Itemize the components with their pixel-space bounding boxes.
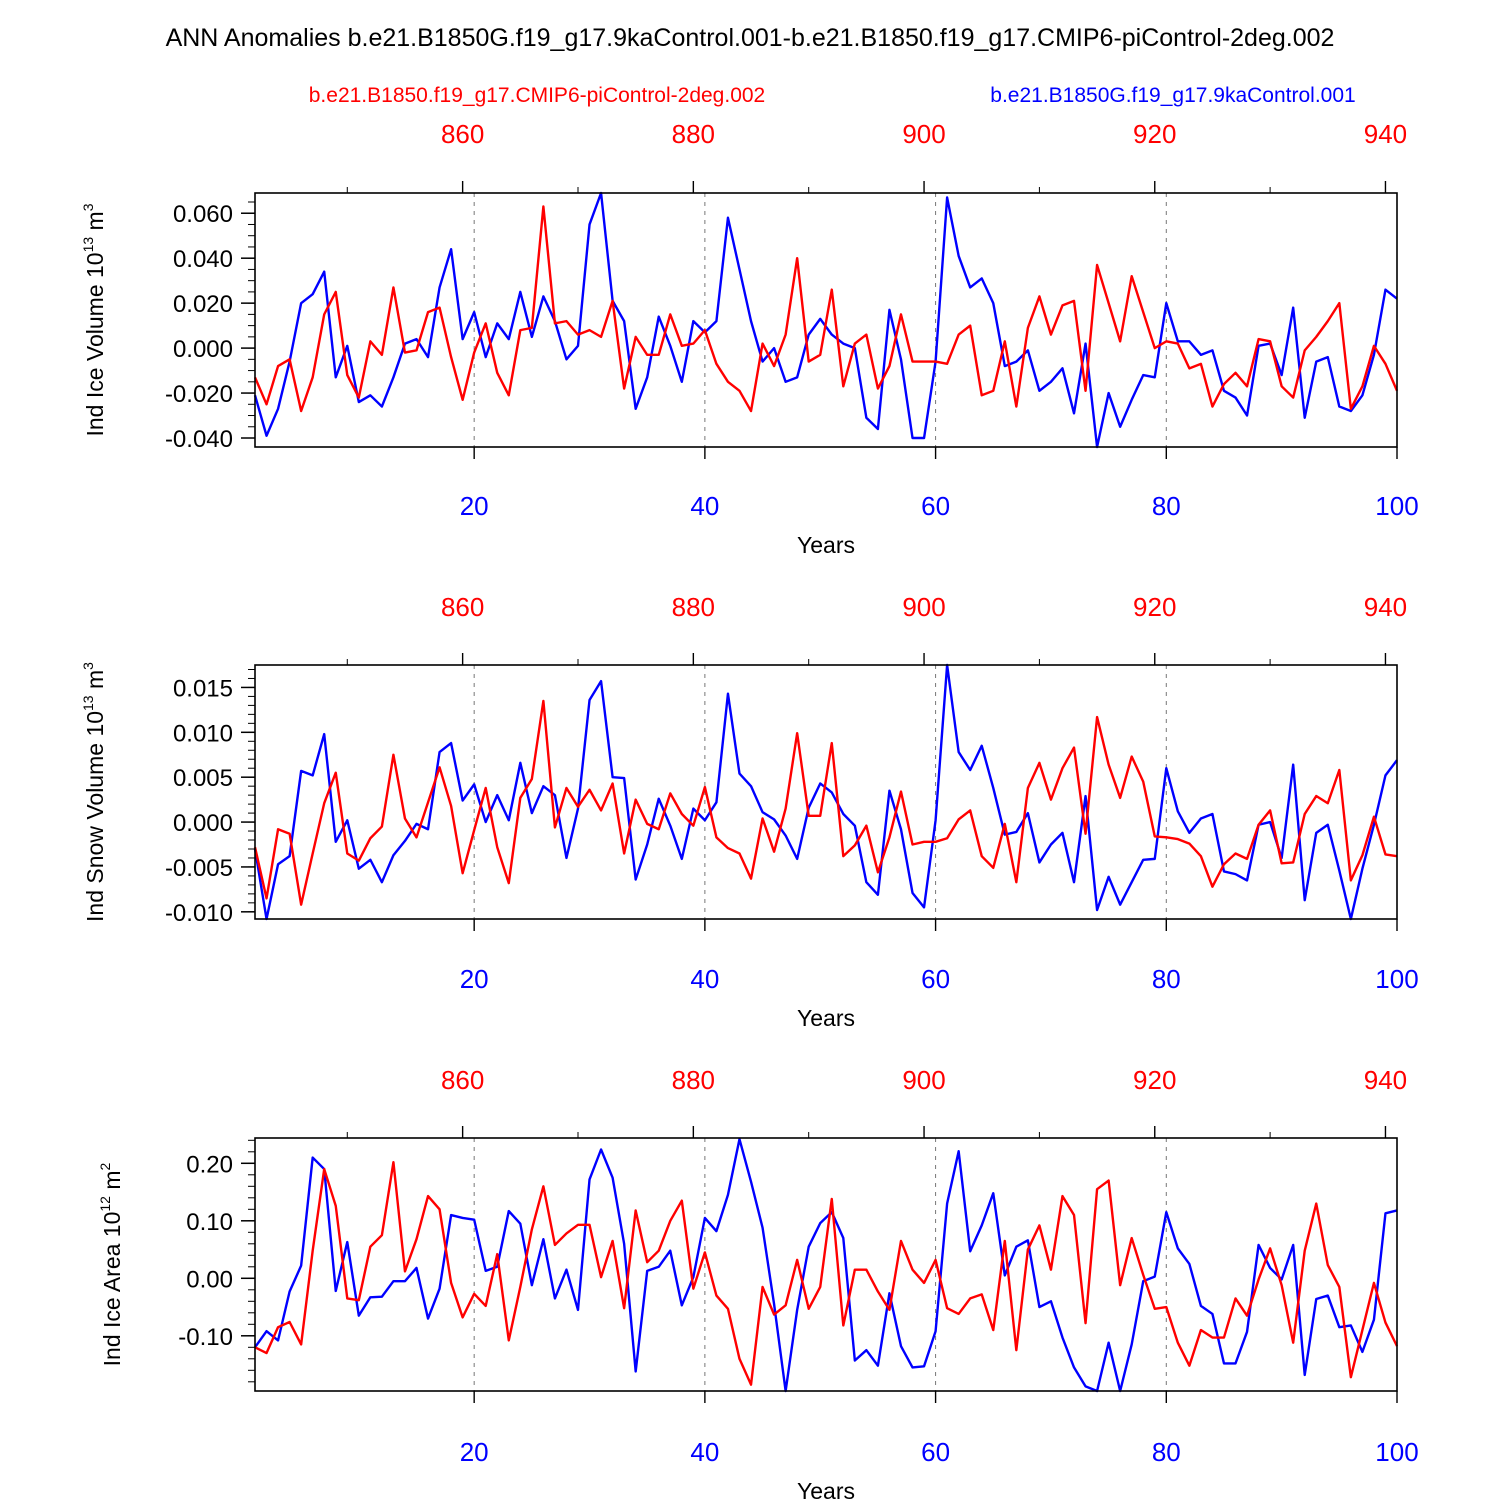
y-axis-label-part: m — [82, 211, 108, 237]
y-axis-label-part: Ind Ice Area 10 — [99, 1212, 125, 1367]
x-tick-label-bottom: 60 — [921, 964, 950, 994]
x-tick-label-bottom: 20 — [460, 491, 489, 521]
y-axis-label-part: 12 — [97, 1196, 113, 1212]
x-tick-label-bottom: 100 — [1375, 491, 1418, 521]
series-line-blue — [253, 663, 1398, 921]
x-axis-label: Years — [797, 1005, 855, 1031]
figure-title: ANN Anomalies b.e21.B1850G.f19_g17.9kaCo… — [166, 24, 1335, 52]
plot-frame — [254, 192, 1398, 448]
series-line-red — [253, 699, 1398, 906]
x-axis-label: Years — [797, 1478, 855, 1500]
y-tick-label: 0.20 — [186, 1151, 233, 1178]
y-axis-label-part: 2 — [97, 1162, 113, 1170]
x-tick-label-top: 940 — [1364, 1065, 1407, 1095]
x-tick-label-top: 880 — [672, 119, 715, 149]
y-axis-label: Ind Snow Volume 1013 m3 — [80, 662, 108, 922]
panel-3: 20 40 60 80 100 860 880 900 920 940 -0.10 0.00 0.10 0… — [97, 1065, 1419, 1500]
y-axis-label-part: 13 — [80, 237, 96, 253]
x-tick-label-bottom: 20 — [460, 1437, 489, 1467]
x-tick-label-top: 920 — [1133, 1065, 1176, 1095]
x-tick-label-bottom: 60 — [921, 491, 950, 521]
series-line-blue — [254, 1137, 1398, 1393]
x-tick-label-top: 920 — [1133, 119, 1176, 149]
y-tick-label: 0.060 — [173, 201, 233, 228]
y-tick-label: 0.010 — [173, 720, 233, 747]
series-line-red — [254, 1160, 1399, 1386]
y-tick-label: -0.005 — [165, 855, 233, 882]
x-tick-label-top: 860 — [441, 1065, 484, 1095]
x-tick-label-bottom: 20 — [460, 964, 489, 994]
y-tick-label: -0.010 — [165, 900, 233, 927]
y-tick-label: 0.00 — [186, 1266, 233, 1293]
y-tick-label: 0.040 — [173, 246, 233, 273]
x-tick-label-top: 940 — [1364, 119, 1407, 149]
x-tick-label-bottom: 80 — [1152, 491, 1181, 521]
y-tick-label: -0.020 — [165, 381, 233, 408]
y-tick-label: -0.040 — [165, 426, 233, 453]
x-tick-label-bottom: 40 — [690, 964, 719, 994]
x-tick-label-top: 940 — [1364, 592, 1407, 622]
x-tick-label-bottom: 40 — [690, 1437, 719, 1467]
legend-blue-label: b.e21.B1850G.f19_g17.9kaControl.001 — [990, 84, 1355, 107]
x-tick-label-top: 900 — [902, 1065, 945, 1095]
x-tick-label-top: 920 — [1133, 592, 1176, 622]
y-axis-label-part: m — [82, 670, 108, 696]
x-tick-label-bottom: 100 — [1375, 1437, 1418, 1467]
legend-red-label: b.e21.B1850.f19_g17.CMIP6-piControl-2deg… — [309, 84, 765, 107]
y-axis-label-part: m — [99, 1170, 125, 1196]
panel-1: 20 40 60 80 100 860 880 900 920 940 -0.040 -0.020 0.… — [80, 119, 1419, 558]
x-tick-label-top: 880 — [672, 1065, 715, 1095]
y-axis-label-part: 13 — [80, 695, 96, 711]
y-axis-label-part: 3 — [80, 203, 96, 211]
x-tick-label-bottom: 80 — [1152, 964, 1181, 994]
y-tick-label: 0.000 — [173, 336, 233, 363]
x-tick-label-top: 880 — [672, 592, 715, 622]
y-tick-label: 0.015 — [173, 675, 233, 702]
y-axis-label-part: Ind Ice Volume 10 — [82, 252, 108, 436]
y-axis-label: Ind Ice Area 1012 m2 — [97, 1162, 125, 1366]
x-tick-label-top: 860 — [441, 119, 484, 149]
y-axis-label-part: 3 — [80, 662, 96, 670]
y-tick-label: 0.005 — [173, 765, 233, 792]
x-tick-label-top: 900 — [902, 592, 945, 622]
y-axis-label-part: Ind Snow Volume 10 — [82, 711, 108, 922]
y-tick-label: -0.10 — [178, 1324, 233, 1351]
panel-2: 20 40 60 80 100 860 880 900 920 940 -0.010 -0.005 0.… — [80, 592, 1419, 1031]
y-axis-label: Ind Ice Volume 1013 m3 — [80, 203, 108, 436]
y-tick-label: 0.000 — [173, 810, 233, 837]
x-tick-label-top: 900 — [902, 119, 945, 149]
plot-frame — [254, 664, 1398, 920]
x-axis-label: Years — [797, 532, 855, 558]
x-tick-label-top: 860 — [441, 592, 484, 622]
panels: 20 40 60 80 100 860 880 900 920 940 -0.040 -0.020 0.… — [80, 119, 1419, 1500]
x-tick-label-bottom: 40 — [690, 491, 719, 521]
x-tick-label-bottom: 60 — [921, 1437, 950, 1467]
y-tick-label: 0.10 — [186, 1209, 233, 1236]
x-tick-label-bottom: 80 — [1152, 1437, 1181, 1467]
y-tick-label: 0.020 — [173, 291, 233, 318]
series-line-red — [253, 205, 1399, 413]
x-tick-label-bottom: 100 — [1375, 964, 1418, 994]
plot-frame — [254, 1137, 1398, 1392]
